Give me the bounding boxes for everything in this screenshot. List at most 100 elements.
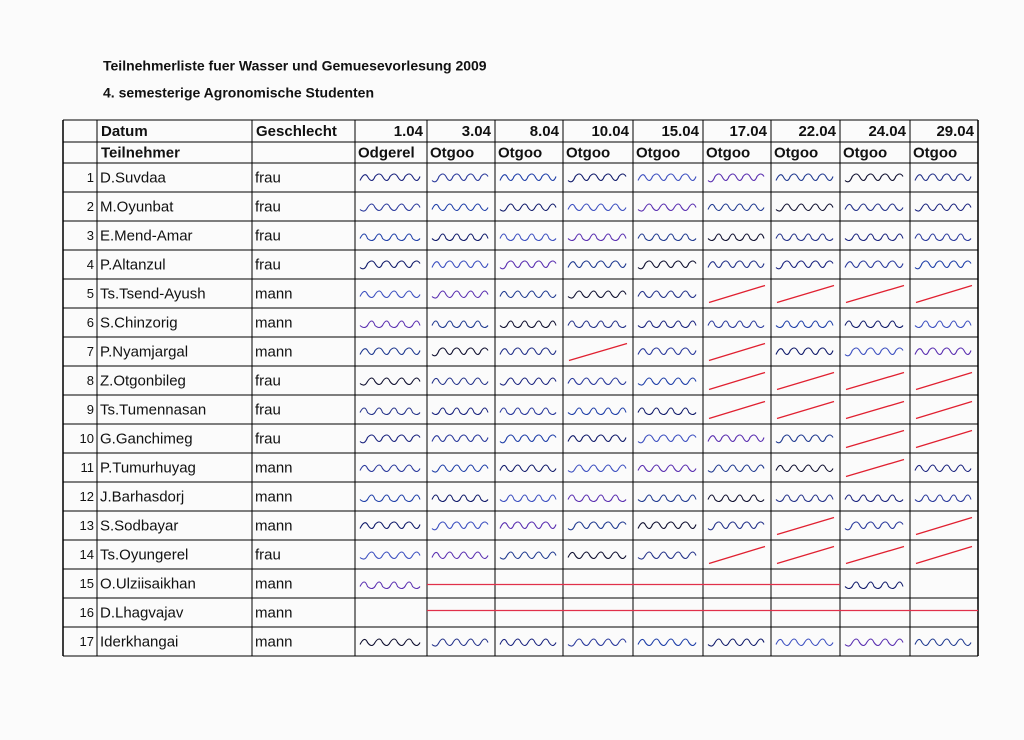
- signature: [775, 173, 834, 182]
- lecturer-header: Otgoo: [913, 144, 957, 161]
- signature: [431, 494, 489, 503]
- row-number: 1: [87, 170, 94, 185]
- signature: [499, 290, 557, 299]
- participant-name: P.Altanzul: [100, 256, 166, 273]
- signature: [637, 377, 697, 386]
- signature: [431, 173, 489, 183]
- gender: mann: [255, 343, 293, 360]
- gender: mann: [255, 517, 293, 534]
- signature: [567, 290, 627, 299]
- signature: [707, 464, 765, 473]
- signature: [637, 173, 697, 182]
- signature: [431, 320, 489, 329]
- signature: [775, 233, 834, 242]
- gender: mann: [255, 604, 293, 621]
- signature: [499, 521, 557, 530]
- gender: frau: [255, 546, 281, 563]
- gender: frau: [255, 198, 281, 215]
- absence-mark: [845, 400, 905, 420]
- row-number: 7: [87, 344, 94, 359]
- gender: mann: [255, 314, 293, 331]
- signature: [844, 638, 904, 647]
- absence-mark: [915, 516, 973, 536]
- lecturer-header: Otgoo: [706, 144, 750, 161]
- signature: [359, 173, 421, 182]
- signature: [431, 464, 489, 473]
- row-number: 12: [80, 489, 94, 504]
- participant-name: P.Tumurhuyag: [100, 459, 196, 476]
- signature: [914, 173, 972, 182]
- gender: frau: [255, 227, 281, 244]
- participant-name: Z.Otgonbileg: [100, 372, 186, 389]
- lecturer-header: Otgoo: [498, 144, 542, 161]
- signature: [359, 203, 421, 212]
- signature: [775, 638, 834, 647]
- participant-name: P.Nyamjargal: [100, 343, 188, 360]
- participant-name: Ts.Tumennasan: [100, 401, 206, 418]
- signature: [637, 434, 697, 444]
- signature: [844, 320, 904, 329]
- signature: [359, 377, 421, 386]
- date-header: 3.04: [462, 123, 492, 140]
- absence-mark: [776, 371, 835, 391]
- signature: [567, 320, 627, 329]
- lecturer-header: Otgoo: [566, 144, 610, 161]
- signature: [499, 494, 557, 503]
- absence-mark: [776, 545, 835, 565]
- lecturer-header: Odgerel: [358, 144, 415, 161]
- row-number: 5: [87, 286, 94, 301]
- signature: [775, 320, 834, 329]
- signature: [431, 260, 489, 269]
- signature: [775, 464, 834, 473]
- signature: [637, 203, 697, 212]
- signature: [844, 260, 904, 269]
- participant-name: Ts.Oyungerel: [100, 546, 188, 563]
- absence-mark: [915, 400, 973, 420]
- gender: frau: [255, 169, 281, 186]
- signature: [431, 233, 489, 242]
- signature: [707, 233, 765, 242]
- date-header: 15.04: [661, 123, 699, 140]
- signature: [707, 260, 765, 269]
- signature: [431, 407, 489, 416]
- signature: [499, 260, 557, 270]
- signature: [499, 203, 557, 212]
- subtitle: 4. semesterige Agronomische Studenten: [103, 85, 374, 101]
- signature: [567, 203, 627, 212]
- participant-name: M.Oyunbat: [100, 198, 174, 215]
- header-label: Datum: [101, 123, 148, 140]
- row-number: 2: [87, 199, 94, 214]
- gender: frau: [255, 430, 281, 447]
- absence-mark: [915, 429, 973, 449]
- signature: [567, 638, 627, 647]
- signature: [359, 290, 421, 299]
- signature: [914, 494, 972, 503]
- row-number: 17: [80, 634, 94, 649]
- absence-mark: [776, 400, 835, 420]
- signature: [499, 320, 557, 329]
- signature: [775, 494, 834, 503]
- signature: [844, 173, 904, 183]
- absence-mark: [708, 371, 766, 391]
- signature: [637, 521, 697, 530]
- signature: [431, 203, 489, 212]
- absence-mark: [915, 284, 973, 304]
- absence-mark: [915, 545, 973, 565]
- absence-mark: [776, 516, 835, 536]
- signature: [914, 203, 972, 212]
- gender: mann: [255, 633, 293, 650]
- signature: [431, 551, 489, 560]
- row-number: 3: [87, 228, 94, 243]
- participant-name: G.Ganchimeg: [100, 430, 193, 447]
- absence-mark: [845, 429, 905, 449]
- signature: [707, 638, 765, 647]
- signature: [499, 638, 557, 647]
- signature: [567, 464, 627, 473]
- signature: [844, 521, 904, 531]
- header-label: Teilnehmer: [101, 144, 180, 161]
- date-header: 22.04: [798, 123, 836, 140]
- signature: [637, 290, 697, 299]
- participant-name: Iderkhangai: [100, 633, 178, 650]
